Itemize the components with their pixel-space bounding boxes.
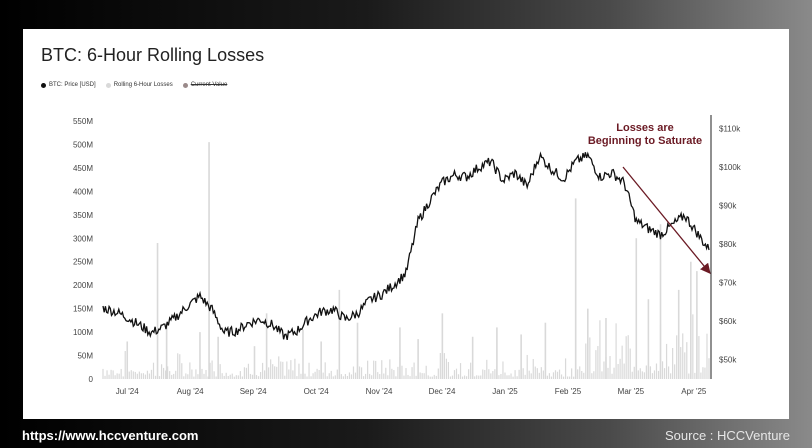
x-tick-label: Dec '24: [429, 387, 456, 396]
annotation-line-1: Losses are: [616, 122, 673, 134]
legend-item-current: Current Value: [182, 82, 228, 88]
y-right-tick-label: $70k: [719, 279, 737, 288]
y-right-tick-label: $110k: [719, 125, 741, 134]
legend-swatch-price: [41, 82, 46, 88]
annotation-line-2: Beginning to Saturate: [588, 135, 702, 147]
y-right-tick-label: $50k: [719, 356, 737, 365]
y-left-tick-label: 150M: [73, 305, 93, 314]
y-left-tick-label: 450M: [73, 164, 93, 173]
legend-label-price: BTC: Price [USD]: [49, 82, 96, 88]
footer-url: https://www.hccventure.com: [22, 428, 199, 443]
y-left-tick-label: 250M: [73, 258, 93, 267]
y-right-tick-label: $90k: [719, 202, 737, 211]
chart-legend: BTC: Price [USD] Rolling 6-Hour Losses C…: [41, 82, 227, 88]
price-line: [102, 151, 710, 341]
y-left-tick-label: 350M: [73, 211, 93, 220]
chart-card: BTC: 6-Hour Rolling Losses BTC: Price [U…: [23, 29, 789, 419]
legend-label-current: Current Value: [190, 82, 228, 88]
legend-item-losses: Rolling 6-Hour Losses: [105, 82, 173, 88]
y-left-tick-label: 200M: [73, 281, 93, 290]
x-tick-label: Feb '25: [555, 387, 582, 396]
x-tick-label: Oct '24: [304, 387, 330, 396]
footer-source: Source : HCCVenture: [664, 428, 790, 443]
chart-plot: 550M 500M 450M 400M 350M 300M 250M 200M 150M 100M…: [73, 115, 742, 396]
x-tick-label: Nov '24: [366, 387, 393, 396]
annotation-arrow: [622, 166, 711, 275]
legend-swatch-losses: [105, 82, 111, 88]
legend-label-losses: Rolling 6-Hour Losses: [113, 82, 173, 88]
y-left-tick-label: 550M: [73, 117, 93, 126]
y-left-tick-label: 100M: [73, 328, 93, 337]
legend-swatch-current: [182, 82, 188, 88]
x-tick-label: Sep '24: [240, 387, 267, 396]
y-left-tick-label: 300M: [73, 234, 93, 243]
x-tick-label: Jul '24: [116, 387, 139, 396]
y-left-tick-label: 400M: [73, 187, 93, 196]
x-tick-label: Mar '25: [618, 387, 645, 396]
x-tick-label: Jan '25: [492, 387, 518, 396]
x-tick-label: Apr '25: [681, 387, 707, 396]
legend-item-price: BTC: Price [USD]: [41, 82, 96, 88]
x-tick-label: Aug '24: [177, 387, 204, 396]
chart-title: BTC: 6-Hour Rolling Losses: [41, 45, 265, 65]
y-left-tick-label: 0: [89, 375, 94, 384]
y-left-tick-label: 500M: [73, 140, 93, 149]
y-right-tick-label: $60k: [719, 317, 737, 326]
y-right-tick-label: $80k: [719, 240, 737, 249]
y-right-tick-label: $100k: [719, 163, 742, 172]
y-left-tick-label: 50M: [77, 352, 93, 361]
